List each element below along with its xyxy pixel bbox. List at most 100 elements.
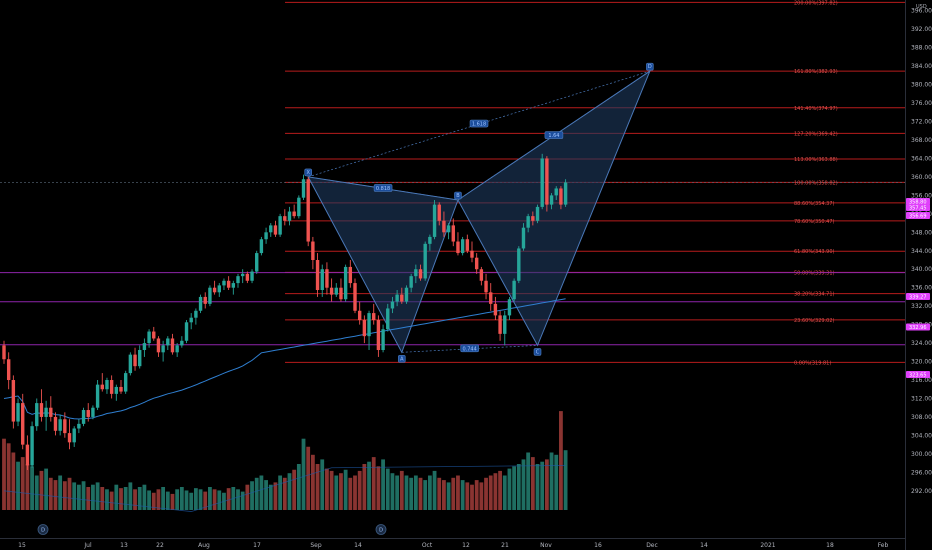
- candle-body: [81, 410, 86, 424]
- candle-body: [175, 345, 179, 353]
- volume-bar: [432, 470, 437, 510]
- candle: [259, 236, 264, 256]
- candle-body: [348, 266, 353, 284]
- candle-body: [456, 241, 460, 254]
- candle: [507, 296, 512, 321]
- pattern-point-markers: X A B C D: [304, 62, 654, 363]
- pattern-ratio-box: [373, 184, 393, 192]
- volume-bar: [16, 461, 20, 510]
- pattern-point-marker: [646, 62, 654, 71]
- event-marker[interactable]: D: [375, 524, 387, 535]
- candle: [287, 206, 292, 226]
- candle: [301, 174, 306, 200]
- volume-bar: [100, 487, 105, 510]
- candle-body: [526, 216, 530, 228]
- price-tick-label: 388.00: [911, 45, 932, 52]
- candle: [428, 234, 432, 251]
- candle: [376, 315, 381, 357]
- candle: [498, 310, 502, 341]
- candle-body: [545, 158, 549, 205]
- candle: [58, 414, 62, 436]
- candle-body: [180, 340, 184, 346]
- candle: [91, 405, 95, 420]
- candle: [325, 262, 329, 295]
- price-tick-label: 348.00: [911, 229, 932, 236]
- volume-bar: [320, 459, 325, 510]
- volume-bar: [273, 482, 278, 510]
- time-axis[interactable]: 15 Jul 13 22 Aug 17 Sep 14 Oct 12 21 Nov 16 Dec 14 2021…: [0, 538, 905, 550]
- price-tick-label: 396.00: [911, 8, 932, 15]
- volume-bar: [446, 482, 451, 510]
- candle: [395, 290, 399, 307]
- candle-body: [484, 280, 488, 293]
- volume-bar: [334, 475, 339, 510]
- fib-level-label: 50.00%(339.31): [794, 270, 835, 276]
- volume-bar: [409, 477, 414, 510]
- volume-bar: [189, 492, 194, 510]
- candle-body: [400, 294, 404, 302]
- volume-bar: [348, 477, 353, 510]
- candle: [563, 179, 568, 207]
- volume-bar: [184, 490, 189, 510]
- time-tick-label: Oct: [422, 542, 433, 549]
- candle-body: [297, 197, 301, 217]
- volume-bar: [526, 452, 531, 510]
- volume-bar: [306, 446, 311, 510]
- event-marker[interactable]: D: [37, 524, 49, 535]
- candle: [437, 202, 441, 226]
- price-tag: [906, 371, 930, 378]
- harmonic-pattern[interactable]: 0.818 0.744 1.618 1.64: [307, 69, 651, 354]
- candle: [311, 236, 315, 270]
- volume-bar: [544, 459, 549, 510]
- candle-body: [320, 269, 324, 291]
- candle-body: [105, 380, 109, 390]
- volume-bar: [11, 452, 16, 510]
- volume-bar: [287, 473, 292, 510]
- candle-body: [35, 403, 39, 427]
- candle: [489, 283, 493, 311]
- candle-body: [49, 407, 53, 417]
- horizontal-price-lines: [0, 182, 905, 346]
- candle-body: [540, 158, 544, 207]
- candle-body: [432, 204, 437, 237]
- candles[interactable]: [2, 153, 568, 471]
- price-tag-label: 323.65: [909, 373, 927, 379]
- time-tick-label: Jul: [83, 542, 92, 549]
- candle-body: [535, 206, 540, 221]
- volume-bar: [175, 489, 180, 510]
- price-tag-label: 357.45: [909, 206, 927, 212]
- volume-bar: [498, 470, 502, 510]
- currency-label: USD: [916, 4, 927, 10]
- candle: [423, 241, 427, 281]
- candle-body: [311, 241, 315, 260]
- volume-bar: [259, 475, 264, 510]
- candle-body: [226, 280, 231, 288]
- candle-body: [119, 386, 123, 392]
- price-tag: [906, 293, 930, 300]
- candle-body: [301, 179, 306, 198]
- volume-bar: [212, 489, 217, 510]
- candle: [404, 285, 409, 304]
- candle-body: [306, 179, 310, 242]
- candle: [53, 412, 58, 436]
- pattern-xb-line: [308, 176, 459, 201]
- volume-bar: [198, 489, 203, 510]
- candle-body: [100, 384, 104, 390]
- moving-average-line: [3, 298, 566, 420]
- candle: [315, 253, 320, 297]
- price-tick-label: 312.00: [911, 395, 932, 402]
- candle-body: [77, 423, 81, 429]
- candle: [236, 273, 240, 288]
- volume-bar: [147, 490, 151, 510]
- candle-body: [255, 253, 259, 272]
- candle-body: [334, 287, 338, 295]
- candle-body: [287, 211, 292, 221]
- candle: [400, 287, 404, 304]
- candle: [6, 352, 11, 390]
- candle: [521, 223, 526, 251]
- pattern-point-marker: [397, 355, 406, 363]
- pattern-point-label: X: [306, 170, 310, 176]
